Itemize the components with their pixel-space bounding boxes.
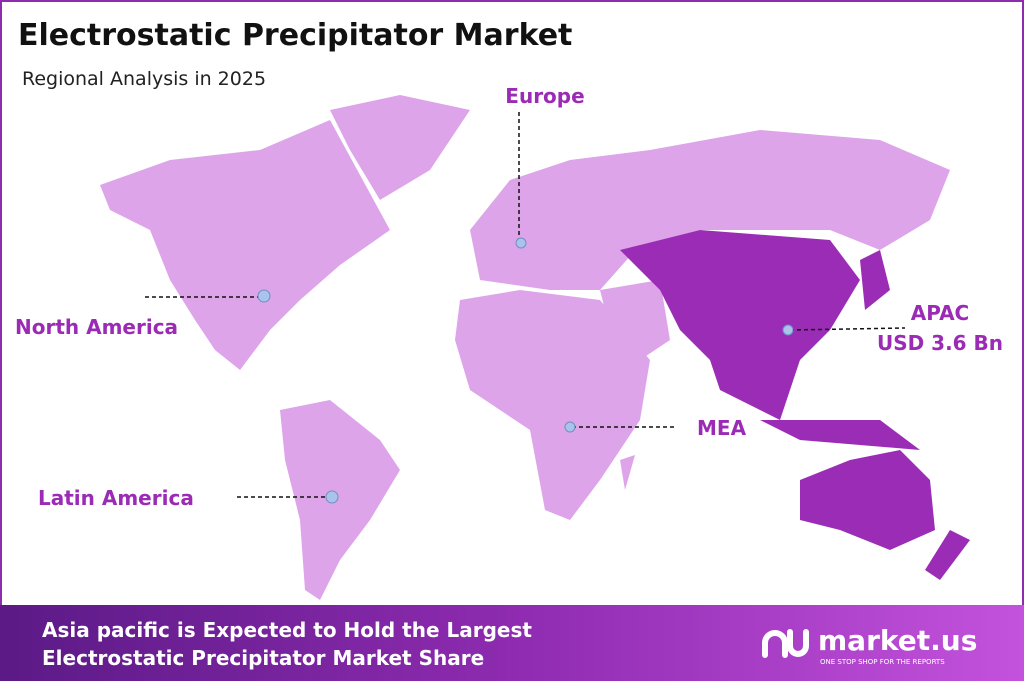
marker xyxy=(515,237,527,249)
asia-land xyxy=(620,230,860,420)
logo-shape xyxy=(762,630,788,658)
new-zealand-land xyxy=(925,530,970,580)
callouts: Europe North America APAC USD 3.6 Bn MEA… xyxy=(15,84,1003,510)
madagascar-land xyxy=(620,455,635,490)
region-label: Europe xyxy=(505,84,584,108)
australia-land xyxy=(800,450,935,550)
region-label: Latin America xyxy=(38,486,194,510)
north-america-land xyxy=(100,120,390,370)
marker xyxy=(325,490,339,504)
middle-east-land xyxy=(600,280,670,360)
greenland-land xyxy=(330,95,470,200)
footer-text: Electrostatic Precipitator Market Share xyxy=(42,646,484,670)
region-label: MEA xyxy=(697,416,747,440)
title: Electrostatic Precipitator Market xyxy=(18,18,572,53)
world-map xyxy=(100,95,970,600)
leader-line xyxy=(789,327,906,331)
region-label: APAC xyxy=(911,301,969,325)
marker xyxy=(782,324,794,336)
africa-land xyxy=(455,290,650,520)
marker xyxy=(564,421,576,433)
footer-band xyxy=(0,605,1024,681)
logo-shape xyxy=(787,629,809,657)
brand-name: market.us xyxy=(818,624,977,657)
japan-land xyxy=(860,250,890,310)
region-label: North America xyxy=(15,315,178,339)
indonesia-land xyxy=(760,420,920,450)
subtitle: Regional Analysis in 2025 xyxy=(22,68,266,90)
region-value: USD 3.6 Bn xyxy=(877,331,1003,355)
brand-tagline: ONE STOP SHOP FOR THE REPORTS xyxy=(820,658,945,666)
brand-logo xyxy=(762,629,809,658)
europe-russia-land xyxy=(470,130,950,290)
footer-text: Asia pacific is Expected to Hold the Lar… xyxy=(42,618,532,642)
marker xyxy=(257,289,271,303)
south-america-land xyxy=(280,400,400,600)
